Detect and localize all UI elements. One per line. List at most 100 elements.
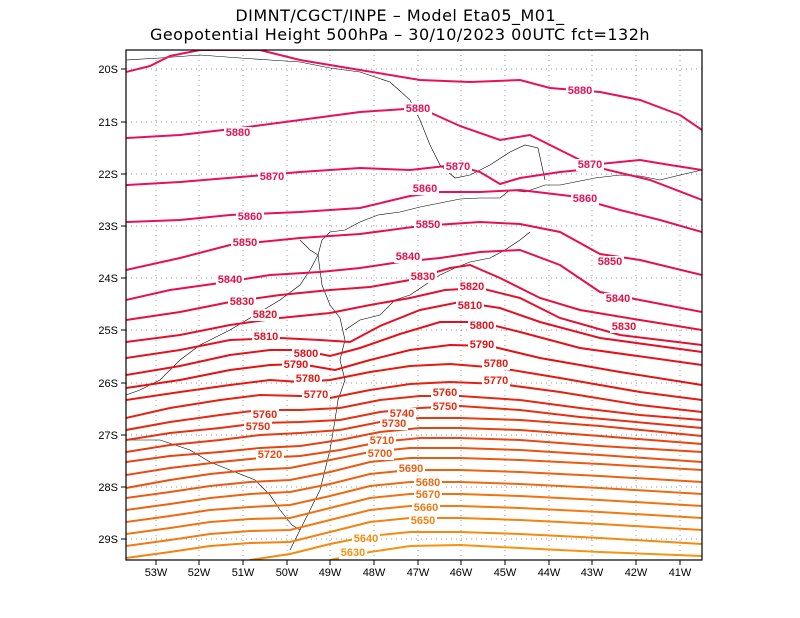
contour-label: 5880	[568, 85, 592, 97]
x-tick-label: 44W	[538, 567, 561, 579]
contour-label: 5760	[433, 387, 457, 399]
axis-ticks: 53W 52W 51W 50W 49W 48W 47W 46W 45W 44W 43W 42W 41W 2…	[98, 64, 692, 579]
x-tick-label: 50W	[276, 567, 299, 579]
contour-line	[126, 395, 702, 431]
contour-label: 5750	[433, 401, 457, 413]
contour-line	[126, 188, 702, 233]
contour-label-bg	[444, 161, 472, 173]
contour-label-bg	[352, 533, 380, 545]
contour-label-bg	[596, 256, 624, 268]
contour-label: 5840	[396, 251, 420, 263]
x-tick-label: 46W	[450, 567, 473, 579]
contour-label: 5840	[218, 274, 242, 286]
contour-label: 5880	[226, 127, 250, 139]
contour-line	[329, 543, 702, 560]
contour-label-bg	[231, 237, 259, 249]
contour-label: 5730	[382, 418, 406, 430]
contour-line	[126, 469, 702, 511]
y-tick-label: 26S	[98, 378, 118, 390]
contour-line	[126, 286, 702, 346]
x-tick-label: 41W	[669, 567, 692, 579]
contour-label-bg	[566, 85, 594, 97]
contour-label: 5840	[606, 293, 630, 305]
contour-label-bg	[482, 358, 510, 370]
contour-label-bg	[224, 127, 252, 139]
contour-label: 5630	[341, 547, 365, 559]
contour-label: 5820	[253, 309, 277, 321]
contour-label-bg	[571, 193, 599, 205]
contour-label: 5790	[284, 359, 308, 371]
contour-label-bg	[404, 103, 432, 115]
contour-label: 5810	[254, 331, 278, 343]
y-tick-label: 25S	[98, 325, 118, 337]
y-tick-label: 21S	[98, 117, 118, 129]
contour-label: 5820	[460, 281, 484, 293]
contour-label: 5770	[484, 375, 508, 387]
contour-label: 5870	[260, 171, 284, 183]
contour-line	[126, 517, 702, 559]
contour-label-bg	[412, 502, 440, 514]
y-tick-label: 23S	[98, 221, 118, 233]
contour-label: 5800	[470, 320, 494, 332]
contour-label: 5850	[416, 219, 440, 231]
x-tick-label: 47W	[407, 567, 430, 579]
contour-label: 5830	[411, 271, 435, 283]
height-contours	[126, 50, 702, 560]
contour-label-bg	[431, 401, 459, 413]
contour-label-bg	[394, 251, 422, 263]
x-tick-label: 48W	[363, 567, 386, 579]
contour-label: 5700	[368, 448, 392, 460]
contour-line	[126, 220, 702, 276]
contour-line	[126, 457, 702, 499]
contour-label: 5750	[246, 421, 270, 433]
contour-line	[126, 404, 702, 441]
x-tick-label: 42W	[625, 567, 648, 579]
contour-labels: 5880 5880 5880 5870 5870 5870 5860 5860 5860 5850…	[216, 85, 638, 559]
contour-label-bg	[228, 296, 256, 308]
contour-line	[126, 106, 702, 171]
contour-line	[126, 481, 702, 523]
contour-label-bg	[294, 373, 322, 385]
contour-label-bg	[414, 489, 442, 501]
contour-label-bg	[576, 159, 604, 171]
contour-line	[126, 321, 702, 376]
contour-label: 5640	[354, 533, 378, 545]
map-title-line-2: Geopotential Height 500hPa – 30/10/2023 …	[149, 25, 651, 44]
contour-label: 5870	[578, 159, 602, 171]
contour-label-bg	[414, 477, 442, 489]
map-frame	[125, 49, 703, 561]
contour-label: 5710	[370, 435, 394, 447]
contour-label: 5780	[296, 373, 320, 385]
contour-label: 5660	[414, 502, 438, 514]
contour-label-bg	[414, 219, 442, 231]
contour-label: 5720	[258, 449, 282, 461]
contour-label: 5870	[446, 161, 470, 173]
y-tick-label: 24S	[98, 273, 118, 285]
x-tick-label: 43W	[581, 567, 604, 579]
y-tick-label: 28S	[98, 482, 118, 494]
contour-label: 5860	[413, 183, 437, 195]
contour-line	[126, 343, 702, 389]
contour-label-bg	[604, 293, 632, 305]
contour-label-bg	[482, 375, 510, 387]
contour-line	[126, 427, 702, 463]
contour-label-bg	[468, 339, 496, 351]
map-title-line-1: DIMNT/CGCT/INPE – Model Eta05_M01_	[235, 6, 565, 25]
contour-label-bg	[366, 448, 394, 460]
contour-line	[126, 493, 702, 535]
contour-label: 5740	[390, 408, 414, 420]
contour-line	[126, 505, 702, 547]
contour-label-bg	[292, 348, 320, 360]
contour-label: 5850	[598, 256, 622, 268]
contour-label-bg	[252, 331, 280, 343]
y-tick-label: 29S	[98, 534, 118, 546]
contour-label-bg	[468, 320, 496, 332]
x-tick-label: 53W	[145, 567, 168, 579]
contour-label-bg	[456, 300, 484, 312]
contour-label-bg	[388, 408, 416, 420]
contour-line	[126, 362, 702, 401]
contour-label: 5830	[612, 321, 636, 333]
contour-label-bg	[302, 389, 330, 401]
contour-label-bg	[431, 387, 459, 399]
contour-label: 5850	[233, 237, 257, 249]
